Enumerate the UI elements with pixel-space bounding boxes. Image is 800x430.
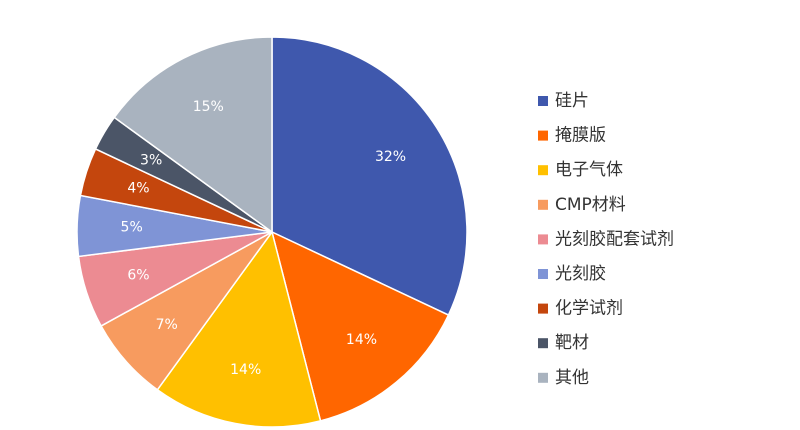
legend-swatch: [538, 303, 548, 314]
legend-swatch: [538, 130, 548, 141]
slice-label: 32%: [375, 149, 406, 165]
slice-label: 14%: [230, 362, 261, 378]
legend-label: 化学试剂: [555, 299, 623, 319]
slice-label: 7%: [156, 317, 178, 333]
legend-swatch: [538, 269, 548, 279]
legend-swatch: [538, 199, 548, 210]
slice-label: 6%: [127, 267, 149, 283]
legend-label: 硅片: [555, 91, 589, 111]
legend-label: 电子气体: [555, 160, 623, 180]
slice-label: 15%: [193, 99, 224, 115]
legend-swatch: [538, 338, 548, 349]
slice-label: 14%: [346, 332, 377, 348]
legend-label: 其他: [555, 368, 589, 388]
legend-swatch: [538, 234, 548, 245]
pie-slice: [113, 36, 273, 234]
legend-swatch: [538, 96, 548, 106]
legend-label: CMP材料: [555, 195, 626, 215]
legend-label: 光刻胶: [555, 264, 606, 284]
legend-label: 光刻胶配套试剂: [555, 229, 674, 249]
pie-slice: [156, 230, 322, 428]
slice-label: 3%: [140, 153, 162, 169]
legend-label: 靶材: [555, 333, 589, 353]
slice-label: 4%: [127, 181, 149, 197]
legend-swatch: [538, 372, 548, 383]
pie-slice: [270, 230, 450, 422]
legend-swatch: [538, 165, 548, 176]
pie-slice: [271, 36, 468, 317]
legend-label: 掩膜版: [555, 126, 606, 146]
slice-label: 5%: [121, 220, 143, 236]
